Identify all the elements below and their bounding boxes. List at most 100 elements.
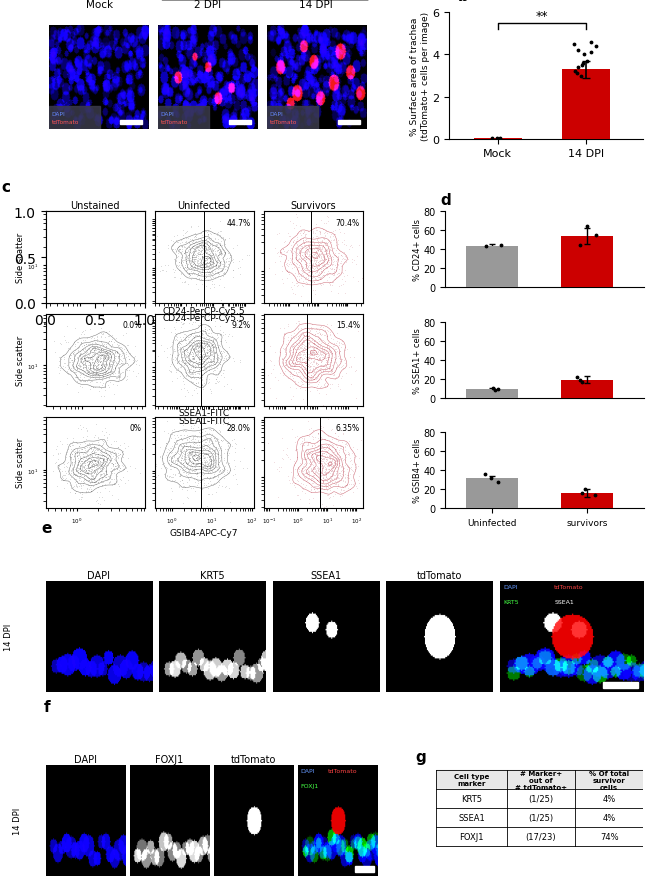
Point (322, 362, 333, 376)
Point (71, 359, 81, 374)
Point (314, 375, 324, 389)
Point (185, 342, 196, 357)
Point (84, 372, 94, 386)
Point (198, 466, 208, 480)
Point (205, 272, 216, 286)
Point (90, 428, 100, 443)
Point (85, 481, 96, 495)
Point (190, 443, 201, 457)
Point (293, 352, 304, 367)
Point (82, 270, 92, 284)
Point (193, 448, 203, 462)
Point (75, 348, 85, 362)
Point (311, 259, 321, 274)
Point (224, 482, 235, 496)
Point (176, 438, 186, 452)
Point (92, 493, 102, 508)
Point (298, 349, 309, 363)
Point (207, 240, 218, 254)
Point (174, 243, 185, 257)
Point (203, 377, 213, 392)
Point (129, 461, 140, 476)
Point (120, 234, 130, 249)
Point (291, 231, 302, 245)
Point (237, 252, 247, 266)
Point (99, 253, 110, 267)
Point (200, 311, 210, 325)
Point (212, 353, 222, 367)
Point (88, 362, 98, 376)
Point (189, 261, 200, 275)
Point (330, 477, 340, 492)
Point (172, 229, 182, 243)
Point (172, 260, 183, 274)
Point (103, 258, 113, 273)
Point (122, 369, 132, 384)
Point (304, 266, 314, 280)
Point (98, 356, 109, 370)
Point (317, 241, 327, 256)
Point (300, 367, 310, 381)
Point (196, 376, 206, 391)
Point (176, 257, 186, 271)
Point (232, 477, 242, 492)
Point (76, 363, 86, 377)
Point (192, 343, 203, 358)
Point (176, 444, 186, 459)
Point (105, 346, 115, 360)
Point (335, 484, 346, 498)
Point (306, 218, 316, 232)
Point (212, 228, 222, 242)
Point (304, 346, 315, 360)
Point (199, 451, 209, 466)
Point (195, 448, 205, 462)
Point (102, 251, 112, 266)
Point (313, 468, 324, 482)
Point (333, 250, 343, 265)
Point (112, 378, 122, 392)
Point (309, 345, 319, 359)
Point (77, 461, 88, 476)
Point (86, 263, 97, 277)
Point (313, 268, 323, 283)
Point (315, 477, 325, 491)
Point (186, 422, 196, 436)
Point (105, 250, 115, 265)
Point (290, 358, 300, 373)
Point (66, 447, 77, 461)
Point (76, 249, 86, 264)
Point (192, 359, 203, 374)
Point (72, 274, 83, 288)
Point (174, 480, 184, 494)
Point (72, 450, 82, 464)
Point (97, 491, 107, 505)
Point (97, 465, 107, 479)
Point (181, 425, 191, 439)
Point (202, 252, 213, 266)
Point (313, 352, 324, 367)
Point (301, 370, 311, 384)
Point (324, 270, 334, 284)
Point (66, 362, 76, 376)
Point (108, 249, 118, 263)
Point (205, 453, 216, 468)
Point (186, 420, 196, 434)
Point (172, 453, 183, 468)
Point (212, 327, 222, 342)
Point (285, 359, 296, 374)
Point (205, 249, 215, 263)
Point (281, 272, 292, 286)
Point (283, 257, 294, 272)
Point (88, 266, 98, 281)
Point (330, 442, 340, 456)
Point (228, 468, 239, 483)
Point (84, 439, 95, 453)
Point (289, 257, 300, 272)
Point (309, 463, 320, 477)
Point (326, 461, 336, 476)
Point (337, 427, 348, 442)
Point (174, 337, 185, 351)
Point (103, 472, 114, 486)
Point (343, 460, 353, 475)
Point (328, 230, 339, 244)
